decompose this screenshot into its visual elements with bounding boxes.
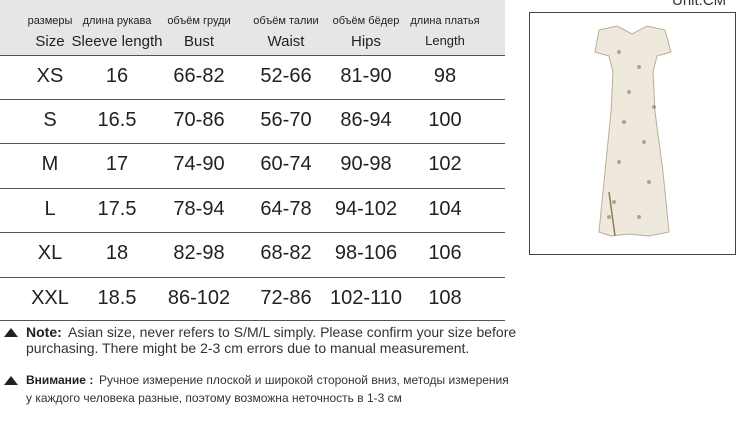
header-ru: объём бёдер — [332, 15, 400, 27]
table-cell: 82-98 — [173, 242, 225, 264]
table-cell: 104 — [428, 198, 462, 220]
table-cell: 98-106 — [334, 242, 398, 264]
note-icon — [4, 328, 18, 337]
table-cell: 68-82 — [260, 242, 312, 264]
table-cell: XL — [37, 242, 63, 264]
table-cell: 81-90 — [340, 65, 392, 87]
table-cell: 60-74 — [260, 153, 312, 175]
note-label: Внимание : — [26, 373, 94, 387]
table-cell: 17 — [105, 153, 129, 175]
table-cell: 78-94 — [173, 198, 225, 220]
row-divider — [0, 99, 505, 100]
row-divider — [0, 55, 505, 56]
row-divider — [0, 188, 505, 189]
table-cell: 18 — [105, 242, 129, 264]
table-cell: 102-110 — [330, 287, 402, 309]
table-cell: 70-86 — [173, 109, 225, 131]
table-cell: 86-102 — [167, 287, 231, 309]
note-label: Note: — [26, 324, 62, 340]
table-cell: 90-98 — [340, 153, 392, 175]
header-ru: объём талии — [253, 15, 319, 27]
table-cell: 52-66 — [260, 65, 312, 87]
table-cell: 56-70 — [260, 109, 312, 131]
table-cell: L — [44, 198, 56, 220]
row-divider — [0, 320, 505, 321]
table-cell: XS — [36, 65, 64, 87]
table-cell: 17.5 — [97, 198, 137, 220]
row-divider — [0, 143, 505, 144]
unit-label: Unit:CM — [672, 0, 727, 9]
header-en: Hips — [350, 33, 382, 50]
table-cell: 98 — [433, 65, 457, 87]
table-cell: 18.5 — [97, 287, 137, 309]
table-cell: 16 — [105, 65, 129, 87]
table-cell: M — [41, 153, 59, 175]
header-en: Sleeve length — [71, 33, 163, 50]
table-cell: 102 — [428, 153, 462, 175]
header-ru: длина платья — [410, 15, 480, 27]
table-cell: 74-90 — [173, 153, 225, 175]
row-divider — [0, 277, 505, 278]
header-ru: длина рукава — [82, 15, 152, 27]
table-cell: 64-78 — [260, 198, 312, 220]
note-text: Asian size, never refers to S/M/L simply… — [68, 324, 517, 340]
table-cell: 16.5 — [97, 109, 137, 131]
header-en: Size — [35, 33, 65, 50]
header-ru: объём груди — [167, 15, 231, 27]
row-divider — [0, 232, 505, 233]
note-text: у каждого человека разные, поэтому возмо… — [26, 391, 402, 405]
header-en: Length — [425, 33, 465, 48]
table-cell: 72-86 — [260, 287, 312, 309]
note-icon — [4, 376, 18, 385]
product-photo — [529, 12, 736, 255]
note-text: Ручное измерение плоской и широкой сторо… — [99, 373, 509, 387]
table-cell: 106 — [428, 242, 462, 264]
table-cell: 86-94 — [340, 109, 392, 131]
table-cell: 100 — [428, 109, 462, 131]
table-cell: S — [43, 109, 57, 131]
header-en: Waist — [267, 33, 305, 50]
table-cell: XXL — [31, 287, 69, 309]
header-en: Bust — [183, 33, 215, 50]
header-ru: размеры — [27, 15, 73, 27]
table-cell: 94-102 — [334, 198, 398, 220]
table-cell: 66-82 — [173, 65, 225, 87]
header-band — [0, 0, 505, 55]
note-text: purchasing. There might be 2-3 cm errors… — [26, 340, 470, 356]
table-cell: 108 — [428, 287, 462, 309]
